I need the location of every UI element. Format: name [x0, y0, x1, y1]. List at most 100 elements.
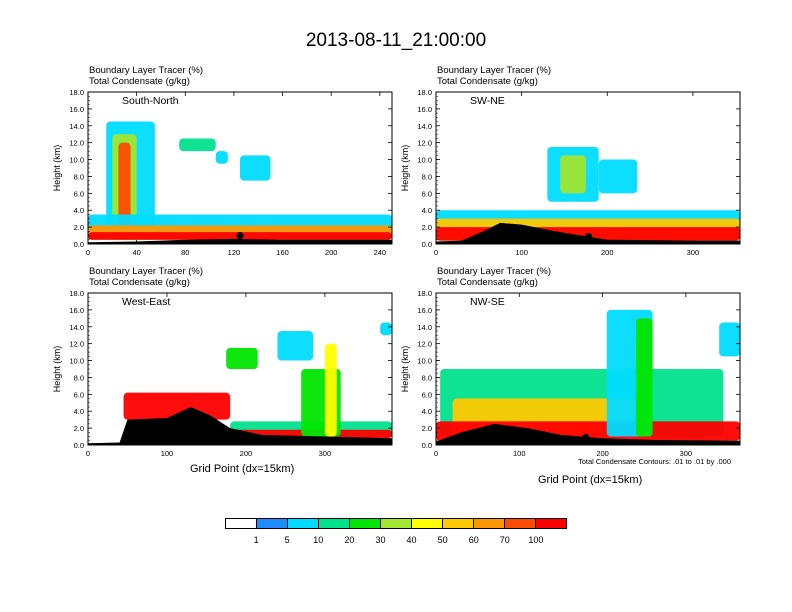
panel-4-header-line2: Total Condensate (g/kg)	[437, 277, 538, 288]
colorbar-swatch	[350, 519, 381, 528]
y-tick-label: 2.0	[74, 223, 84, 232]
colorbar-label: 30	[375, 535, 386, 545]
y-tick-label: 8.0	[74, 373, 84, 382]
terrain	[88, 238, 392, 244]
colorbar-swatch	[319, 519, 350, 528]
x-tick-label: 80	[181, 248, 189, 257]
panel-title: SW-NE	[470, 95, 505, 107]
colorbar-swatch	[381, 519, 412, 528]
x-tick-label: 120	[228, 248, 241, 257]
x-tick-label: 200	[240, 449, 253, 458]
colorbar-swatch	[226, 519, 257, 528]
y-tick-label: 4.0	[422, 206, 432, 215]
colorbar-swatch	[536, 519, 566, 528]
y-tick-label: 2.0	[422, 223, 432, 232]
y-tick-label: 8.0	[422, 373, 432, 382]
colorbar-swatch	[412, 519, 443, 528]
x-tick-label: 100	[515, 248, 528, 257]
y-tick-label: 10.0	[417, 156, 432, 165]
tracer-plume	[179, 138, 216, 152]
y-tick-label: 6.0	[74, 189, 84, 198]
terrain	[88, 407, 392, 445]
location-marker	[236, 433, 244, 441]
panel-3-header-line2: Total Condensate (g/kg)	[89, 277, 190, 288]
y-tick-label: 4.0	[74, 206, 84, 215]
x-tick-label: 300	[687, 248, 700, 257]
figure-title: 2013-08-11_21:00:00	[305, 30, 487, 51]
y-tick-label: 8.0	[422, 172, 432, 181]
x-tick-label: 0	[434, 248, 438, 257]
contour-note: Total Condensate Contours: .01 to .01 by…	[578, 457, 732, 466]
colorbar-swatch	[288, 519, 319, 528]
y-tick-label: 0.0	[74, 240, 84, 249]
y-tick-label: 16.0	[417, 105, 432, 114]
location-marker	[582, 433, 590, 441]
y-tick-label: 18.0	[69, 88, 84, 97]
y-tick-label: 12.0	[69, 340, 84, 349]
panel-1-header-line1: Boundary Layer Tracer (%)	[89, 65, 204, 76]
colorbar-label: 40	[406, 535, 417, 545]
colorbar-label: 70	[499, 535, 510, 545]
x-tick-label: 300	[680, 449, 693, 458]
y-tick-label: 12.0	[417, 139, 432, 148]
x-tick-label: 0	[86, 248, 90, 257]
colorbar-swatch	[257, 519, 288, 528]
x-tick-label: 200	[596, 449, 609, 458]
panel-4-header: Boundary Layer Tracer (%) Total Condensa…	[437, 266, 551, 288]
y-tick-label: 14.0	[417, 122, 432, 131]
tracer-plume	[635, 318, 653, 437]
terrain	[436, 222, 740, 244]
y-tick-label: 10.0	[69, 156, 84, 165]
x-tick-label: 0	[86, 449, 90, 458]
terrain	[436, 423, 740, 445]
y-tick-label: 18.0	[417, 289, 432, 298]
y-tick-label: 10.0	[69, 357, 84, 366]
panel-2-header-line2: Total Condensate (g/kg)	[437, 76, 538, 87]
tracer-plume	[380, 322, 392, 336]
x-axis-label-right: Grid Point (dx=15km)	[538, 474, 643, 486]
colorbar-label: 60	[468, 535, 479, 545]
colorbar-swatch	[474, 519, 505, 528]
panel-1-header: Boundary Layer Tracer (%) Total Condensa…	[89, 65, 203, 87]
y-tick-label: 0.0	[422, 441, 432, 450]
panel-title: NW-SE	[470, 296, 505, 308]
y-tick-label: 16.0	[69, 306, 84, 315]
y-tick-label: 12.0	[417, 340, 432, 349]
location-marker	[584, 232, 592, 240]
colorbar-swatch	[505, 519, 536, 528]
tracer-plume	[560, 155, 586, 194]
y-tick-label: 0.0	[422, 240, 432, 249]
colorbar-label: 20	[344, 535, 355, 545]
y-tick-label: 16.0	[69, 105, 84, 114]
x-axis-label-left: Grid Point (dx=15km)	[190, 463, 295, 475]
y-tick-label: 8.0	[74, 172, 84, 181]
panel-2-header: Boundary Layer Tracer (%) Total Condensa…	[437, 65, 551, 87]
x-tick-label: 100	[513, 449, 526, 458]
y-axis-label: Height (km)	[52, 346, 62, 393]
tracer-plume	[324, 343, 337, 437]
y-tick-label: 6.0	[422, 390, 432, 399]
y-axis-label: Height (km)	[400, 346, 410, 393]
y-tick-label: 4.0	[422, 407, 432, 416]
y-tick-label: 2.0	[74, 424, 84, 433]
colorbar-label: 10	[313, 535, 324, 545]
tracer-plume	[226, 347, 258, 369]
colorbar-labels: 1 5 10 20 30 40 50 60 70 100	[225, 535, 567, 547]
panel-3-header: Boundary Layer Tracer (%) Total Condensa…	[89, 266, 203, 288]
colorbar-label: 5	[284, 535, 290, 545]
x-tick-label: 300	[319, 449, 332, 458]
y-tick-label: 6.0	[74, 390, 84, 399]
colorbar-label: 50	[437, 535, 448, 545]
y-axis-label: Height (km)	[400, 145, 410, 192]
y-tick-label: 16.0	[417, 306, 432, 315]
y-tick-label: 10.0	[417, 357, 432, 366]
y-axis-label: Height (km)	[52, 145, 62, 192]
x-tick-label: 200	[601, 248, 614, 257]
y-tick-label: 2.0	[422, 424, 432, 433]
panel-3-header-line1: Boundary Layer Tracer (%)	[89, 266, 204, 277]
y-tick-label: 12.0	[69, 139, 84, 148]
y-tick-label: 14.0	[417, 323, 432, 332]
